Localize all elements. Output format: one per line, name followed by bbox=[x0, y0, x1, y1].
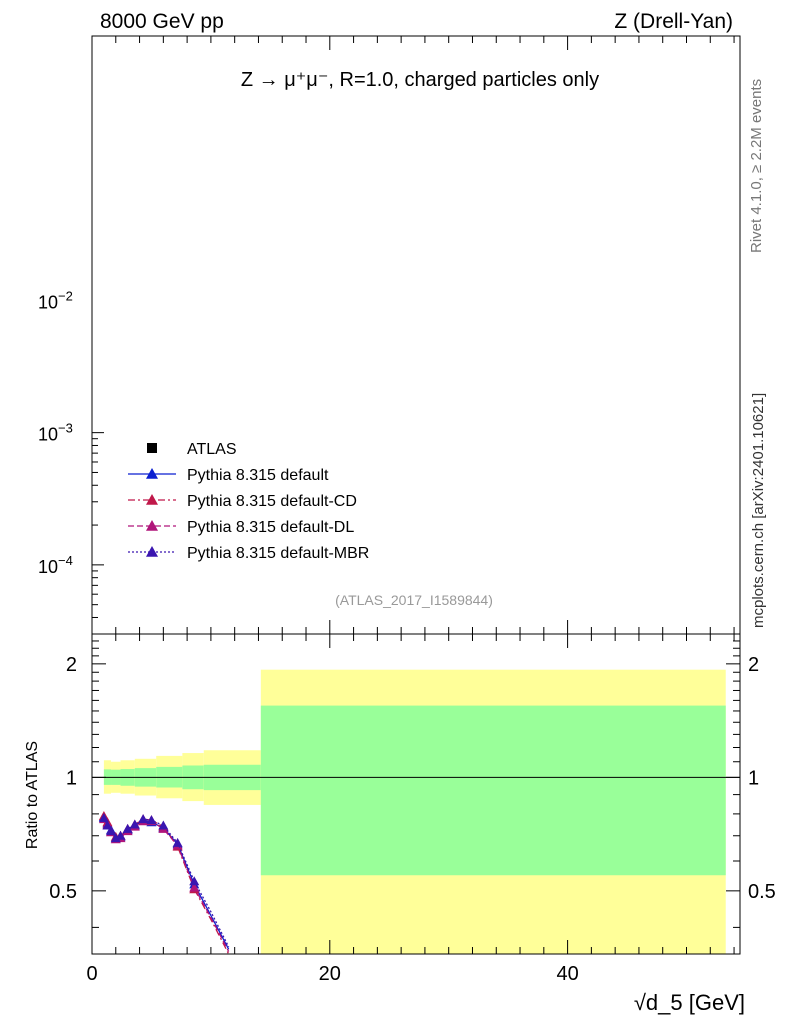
y-tick-label-left: 0.5 bbox=[49, 881, 77, 903]
legend-label: Pythia 8.315 default-CD bbox=[187, 493, 357, 510]
x-tick-label: 20 bbox=[319, 963, 341, 985]
x-tick-label: 0 bbox=[86, 963, 97, 985]
y-tick-label-right: 0.5 bbox=[748, 881, 776, 903]
y-tick-label-left: 2 bbox=[66, 654, 77, 676]
legend-label: ATLAS bbox=[187, 441, 237, 458]
series-marker bbox=[98, 813, 109, 823]
ratio-plot-frame bbox=[91, 633, 741, 955]
series-marker bbox=[106, 826, 117, 836]
mc-ratio-series bbox=[98, 810, 230, 954]
legend-label: Pythia 8.315 default-DL bbox=[187, 519, 354, 536]
uncertainty-bands bbox=[103, 669, 726, 954]
y-tick-label-right: 2 bbox=[748, 654, 759, 676]
legend-marker-triangle bbox=[146, 468, 158, 479]
mcplots-reference-label: mcplots.cern.ch [arXiv:2401.10621] bbox=[750, 393, 767, 628]
main-y-tick-label: 10−4 bbox=[38, 553, 73, 577]
analysis-id-label: (ATLAS_2017_I1589844) bbox=[335, 592, 493, 608]
legend-marker-triangle bbox=[146, 546, 158, 557]
series-marker bbox=[138, 814, 149, 824]
y-tick-label-left: 1 bbox=[66, 767, 77, 789]
y-tick-label-right: 1 bbox=[748, 767, 759, 789]
legend-label: Pythia 8.315 default bbox=[187, 467, 329, 484]
series-marker bbox=[122, 823, 133, 833]
main-y-tick-label: 10−2 bbox=[38, 288, 73, 312]
series-marker bbox=[189, 876, 200, 886]
legend-label: Pythia 8.315 default-MBR bbox=[187, 545, 369, 562]
ratio-panel: 0 20 40 0.5 0.5 1 1 2 2 Ratio to ATLAS √d_5 [GeV… bbox=[24, 36, 776, 1015]
ratio-axes: 0 20 40 0.5 0.5 1 1 2 2 bbox=[49, 36, 776, 985]
series-marker bbox=[158, 820, 169, 830]
ratio-y-axis-label: Ratio to ATLAS bbox=[24, 741, 41, 849]
beam-energy-label: 8000 GeV pp bbox=[100, 10, 224, 33]
plot-title: Z → μ⁺μ⁻, R=1.0, charged particles only bbox=[241, 69, 599, 91]
series-marker bbox=[110, 833, 121, 843]
series-marker bbox=[172, 837, 183, 847]
series-line bbox=[103, 818, 230, 952]
series-marker bbox=[189, 882, 200, 892]
x-tick-label: 40 bbox=[556, 963, 578, 985]
legend-marker-triangle bbox=[146, 494, 158, 505]
process-label: Z (Drell-Yan) bbox=[614, 10, 733, 33]
band-inner bbox=[260, 705, 726, 876]
series-marker bbox=[146, 815, 157, 825]
series-marker bbox=[129, 819, 140, 829]
rivet-version-label: Rivet 4.1.0, ≥ 2.2M events bbox=[748, 79, 765, 253]
series-marker bbox=[115, 830, 126, 840]
x-axis-label: √d_5 [GeV] bbox=[634, 990, 745, 1015]
main-y-axis: 10−2 10−3 10−4 bbox=[38, 288, 104, 635]
legend: ATLAS Pythia 8.315 default Pythia 8.315 de… bbox=[128, 441, 369, 562]
legend-marker-triangle bbox=[146, 520, 158, 531]
series-marker bbox=[102, 820, 113, 830]
main-panel: Z → μ⁺μ⁻, R=1.0, charged particles only … bbox=[38, 35, 741, 635]
main-y-tick-label: 10−3 bbox=[38, 421, 73, 445]
legend-marker-square bbox=[147, 443, 157, 453]
